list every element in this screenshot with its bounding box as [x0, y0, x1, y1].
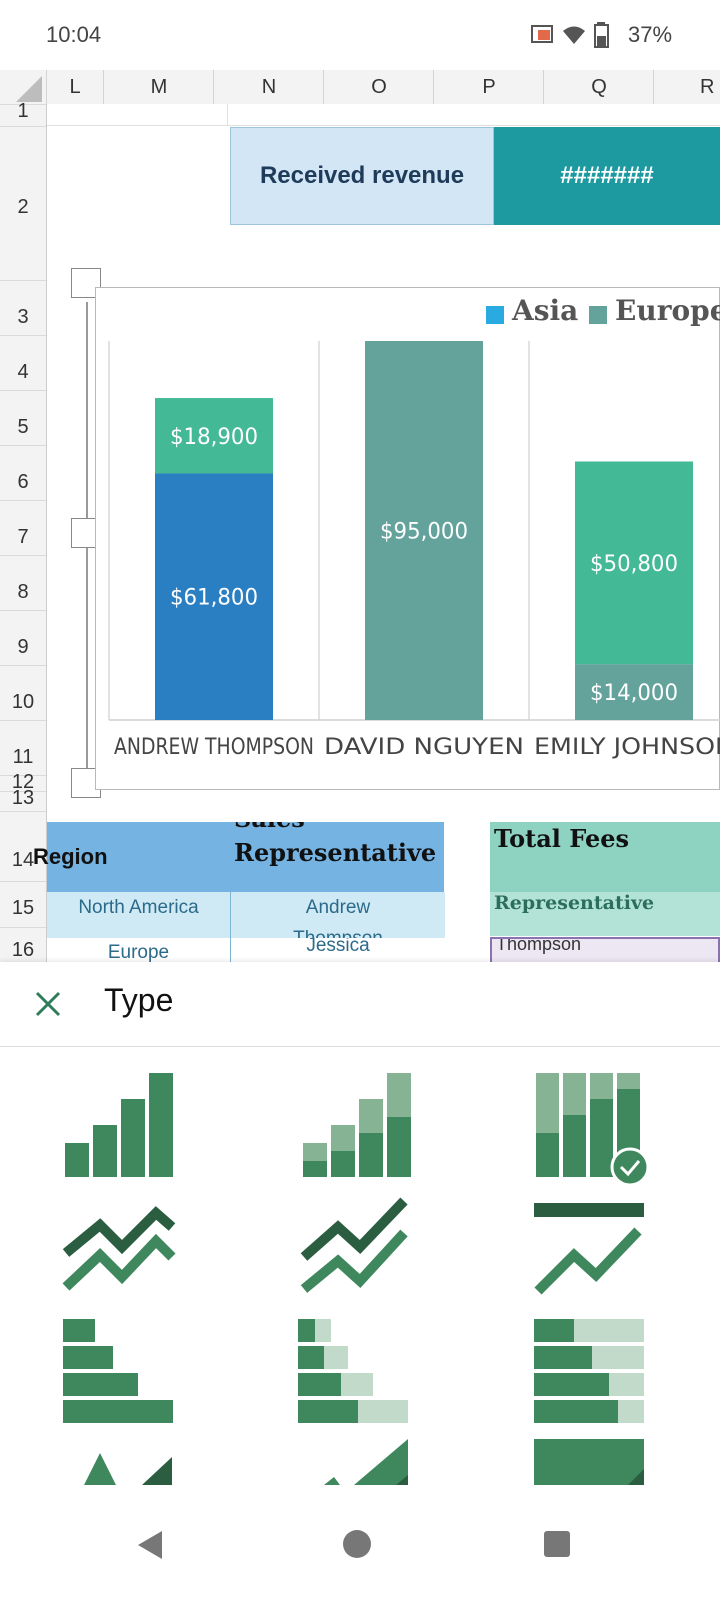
column-header[interactable]: P — [433, 70, 544, 104]
back-icon[interactable] — [134, 1527, 166, 1563]
row-header[interactable]: 14 — [0, 811, 46, 881]
status-bar: 10:04 37% — [0, 0, 720, 70]
column-header[interactable]: L — [46, 70, 103, 104]
chart-data-label: $14,000 — [590, 681, 678, 706]
column-headers: L M N O P Q R — [0, 70, 720, 105]
row-header[interactable]: 16 — [0, 927, 46, 967]
select-all-corner[interactable] — [16, 76, 42, 102]
clustered-bar-icon[interactable] — [60, 1317, 180, 1427]
rep-header-text: Sales Representative — [234, 822, 437, 867]
stacked-line-icon[interactable] — [298, 1197, 418, 1297]
stacked-bar-icon[interactable] — [298, 1317, 418, 1427]
column-header[interactable]: N — [213, 70, 324, 104]
type-panel-header: Type — [0, 962, 720, 1047]
row-header[interactable]: 1 — [0, 101, 46, 126]
area-chart-icon[interactable] — [60, 1439, 180, 1485]
chart-data-label: $50,800 — [590, 552, 678, 577]
clustered-column-icon[interactable] — [60, 1067, 180, 1177]
legend-label-asia: Asia — [512, 294, 579, 327]
column-header[interactable]: O — [323, 70, 434, 104]
stacked-area-icon[interactable] — [298, 1439, 418, 1485]
percent-stacked-column-icon[interactable] — [534, 1067, 654, 1187]
chart-plot: $61,800 $18,900 ANDREW THOMPSON $95,000 DAVI… — [108, 341, 720, 760]
selected-cell[interactable]: Thompson — [490, 937, 720, 964]
region-cell: North America — [78, 897, 199, 918]
percent-stacked-area-icon[interactable] — [534, 1439, 654, 1485]
legend-swatch-europe — [589, 306, 607, 324]
row-header[interactable]: 5 — [0, 390, 46, 445]
battery-icon — [594, 22, 609, 48]
row-header[interactable]: 15 — [0, 881, 46, 927]
region-header-text: Region — [33, 844, 108, 869]
stacked-column-icon[interactable] — [298, 1067, 418, 1177]
table-header-region[interactable]: Region — [33, 822, 234, 892]
recents-icon[interactable] — [542, 1529, 572, 1559]
table-row[interactable]: Europe — [47, 938, 230, 964]
table-header-fees[interactable]: Total Fees — [490, 822, 720, 892]
column-header[interactable]: Q — [543, 70, 654, 104]
row-header[interactable]: 12 — [0, 772, 46, 792]
chart-bar — [155, 398, 273, 474]
chart-bar — [155, 473, 273, 720]
line-chart-icon[interactable] — [60, 1197, 180, 1297]
row-header[interactable]: 7 — [0, 500, 46, 555]
status-time: 10:04 — [46, 22, 102, 47]
table-row[interactable]: Jessica — [230, 938, 445, 964]
selected-check-icon — [610, 1147, 650, 1187]
fees-subheader-cell[interactable]: Representative — [490, 892, 720, 936]
row-header[interactable]: 6 — [0, 445, 46, 500]
chart-bar — [365, 341, 483, 720]
close-icon[interactable] — [34, 990, 62, 1018]
table-row[interactable]: North America — [47, 892, 230, 939]
rep-cell: Jessica — [306, 938, 370, 954]
chart-selection-line — [86, 302, 88, 794]
row-header[interactable]: 3 — [0, 280, 46, 335]
home-icon[interactable] — [340, 1527, 374, 1561]
row-header[interactable]: 11 — [0, 720, 46, 775]
percent-stacked-line-icon[interactable] — [534, 1197, 654, 1297]
chart-category-label: ANDREW THOMPSON — [114, 735, 314, 760]
table-header-rep[interactable]: Sales Representative — [230, 822, 444, 892]
cast-icon — [531, 25, 553, 43]
percent-stacked-bar-icon[interactable] — [534, 1317, 654, 1427]
region-cell: Europe — [107, 942, 170, 963]
chart-data-label: $95,000 — [380, 520, 468, 545]
chart-bar — [575, 461, 693, 665]
row-headers: 1 2 3 4 5 6 7 8 9 10 11 12 13 14 15 16 — [0, 101, 47, 974]
column-header[interactable]: M — [103, 70, 214, 104]
row-header[interactable]: 2 — [0, 126, 46, 226]
row-header[interactable]: 9 — [0, 610, 46, 665]
table-row[interactable]: Andrew Thompson — [230, 892, 445, 949]
row-header[interactable]: 10 — [0, 665, 46, 720]
row-header[interactable]: 13 — [0, 788, 46, 811]
chart-object[interactable]: Asia Europe $61,800 $18,900 ANDREW THOMPSO… — [95, 287, 720, 790]
received-revenue-cell[interactable]: Received revenue — [230, 127, 494, 225]
chart-category-label: EMILY JOHNSON — [534, 735, 720, 760]
row-header[interactable]: 4 — [0, 335, 46, 390]
system-nav-bar — [0, 1507, 720, 1600]
panel-title: Type — [104, 982, 174, 1018]
chart-type-gallery — [0, 1047, 720, 1507]
row-header[interactable]: 8 — [0, 555, 46, 610]
legend-label-europe: Europe — [615, 294, 720, 327]
chart-category-label: DAVID NGUYEN — [324, 735, 524, 760]
chart-bar — [575, 664, 693, 720]
column-header[interactable]: R — [653, 70, 720, 104]
chart-data-label: $61,800 — [170, 586, 258, 611]
battery-percent: 37% — [628, 22, 673, 47]
wifi-icon — [563, 26, 585, 44]
received-value-cell[interactable]: ####### — [494, 127, 720, 225]
chart-data-label: $18,900 — [170, 425, 258, 450]
legend-swatch-asia — [486, 306, 504, 324]
